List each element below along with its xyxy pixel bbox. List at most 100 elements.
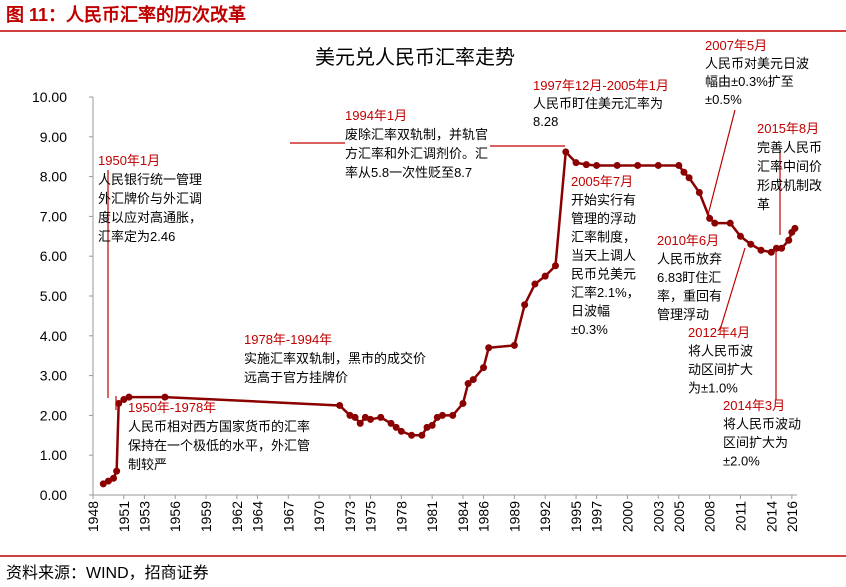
annotation-title: 1950年-1978年 [128, 400, 216, 415]
x-tick-label: 2011 [732, 501, 748, 531]
chart-title: 美元兑人民币汇率走势 [315, 46, 515, 69]
y-tick-label: 3.00 [40, 368, 67, 384]
point [418, 431, 426, 439]
point [767, 248, 775, 256]
x-tick-label: 1951 [116, 501, 132, 532]
annotation-title: 1978年-1994年 [244, 332, 332, 347]
leader-line [719, 247, 746, 331]
point [104, 477, 112, 485]
point [115, 399, 123, 407]
annotation-text: 人民币盯住美元汇率为 [533, 96, 663, 111]
annotation-text: 开始实行有 [571, 193, 636, 208]
point [541, 272, 549, 280]
point [387, 419, 395, 427]
y-tick-label: 2.00 [40, 407, 67, 423]
x-tick-label: 1995 [568, 501, 584, 532]
x-tick-label: 1970 [311, 501, 327, 532]
point [336, 401, 344, 409]
point [675, 161, 683, 169]
point [521, 301, 529, 309]
x-tick-label: 2000 [619, 501, 635, 532]
annotation-text: 率，重回有 [657, 289, 722, 304]
annotation-title: 1950年1月 [98, 153, 160, 168]
point [351, 413, 359, 421]
annotation-text: 人民币相对西方国家货币的汇率 [128, 419, 310, 434]
y-tick-label: 0.00 [40, 487, 67, 503]
x-tick-label: 1984 [455, 501, 471, 532]
point [736, 232, 744, 240]
annotation-text: 将人民币波 [688, 344, 753, 359]
annotation-text: 实施汇率双轨制，黑市的成交价 [244, 351, 426, 366]
annotation-text: 革 [757, 197, 770, 212]
point [726, 219, 734, 227]
y-tick-label: 10.00 [32, 89, 67, 105]
point [562, 148, 570, 156]
point [113, 467, 121, 475]
annotation-text: 率从5.8一次性贬至8.7 [345, 165, 472, 180]
x-tick-label: 1981 [424, 501, 440, 532]
point [161, 393, 169, 401]
annotation-text: 当天上调人 [571, 248, 636, 263]
annotation-text: 人民币放弃 [657, 252, 722, 267]
point [711, 219, 719, 227]
x-tick-label: 1973 [342, 501, 358, 532]
annotation-text: 外汇牌价与外汇调 [98, 191, 202, 206]
annotation-text: 保持在一个极低的水平，外汇管 [128, 438, 310, 453]
point [757, 246, 765, 254]
annotation-text: 汇率中间价 [757, 159, 822, 174]
point [459, 399, 467, 407]
annotation-title: 2007年5月 [705, 38, 767, 53]
point [582, 161, 590, 169]
x-tick-label: 1964 [249, 501, 265, 532]
annotation-text: 形成机制改 [757, 178, 822, 193]
x-tick-label: 1967 [280, 501, 296, 532]
point [791, 224, 799, 232]
annotation-text: 人民银行统一管理 [98, 172, 202, 187]
source: 资料来源：WIND，招商证券 [6, 564, 209, 582]
point [366, 415, 374, 423]
annotation-text: 汇率制度， [571, 230, 636, 245]
annotation-text: 民币兑美元 [571, 267, 636, 282]
annotation-text: 制较严 [128, 457, 167, 472]
point [110, 474, 118, 482]
point [469, 376, 477, 384]
annotation-text: 完善人民币 [757, 140, 822, 155]
point [125, 393, 133, 401]
point [531, 280, 539, 288]
x-tick-label: 2008 [702, 501, 718, 532]
annotation-title: 2005年7月 [571, 174, 633, 189]
annotation-text: ±0.5% [705, 92, 742, 107]
y-tick-label: 9.00 [40, 129, 67, 145]
point [428, 421, 436, 429]
point [377, 413, 385, 421]
annotation-text: 日波幅 [571, 304, 610, 319]
annotation-text: 废除汇率双轨制，并轨官 [345, 127, 488, 142]
x-tick-label: 1997 [589, 501, 605, 532]
y-tick-label: 7.00 [40, 208, 67, 224]
point [593, 161, 601, 169]
annotation-text: 将人民币波动 [723, 417, 801, 432]
x-tick-label: 2003 [650, 501, 666, 532]
point [695, 189, 703, 197]
annotation-title: 2014年3月 [723, 398, 785, 413]
x-tick-label: 1978 [393, 501, 409, 532]
point [356, 419, 364, 427]
x-tick-label: 1953 [136, 501, 152, 532]
point [480, 364, 488, 372]
point [408, 431, 416, 439]
y-tick-label: 8.00 [40, 169, 67, 185]
annotation-text: 区间扩大为 [723, 435, 788, 450]
y-tick-label: 6.00 [40, 248, 67, 264]
annotation-title: 1994年1月 [345, 108, 407, 123]
point [778, 244, 786, 252]
point [706, 214, 714, 222]
annotation-text: 为±1.0% [688, 381, 738, 396]
point [634, 161, 642, 169]
x-tick-label: 1989 [506, 501, 522, 532]
x-tick-label: 1956 [167, 501, 183, 532]
point [654, 161, 662, 169]
point [438, 411, 446, 419]
point [449, 411, 457, 419]
point [747, 240, 755, 248]
